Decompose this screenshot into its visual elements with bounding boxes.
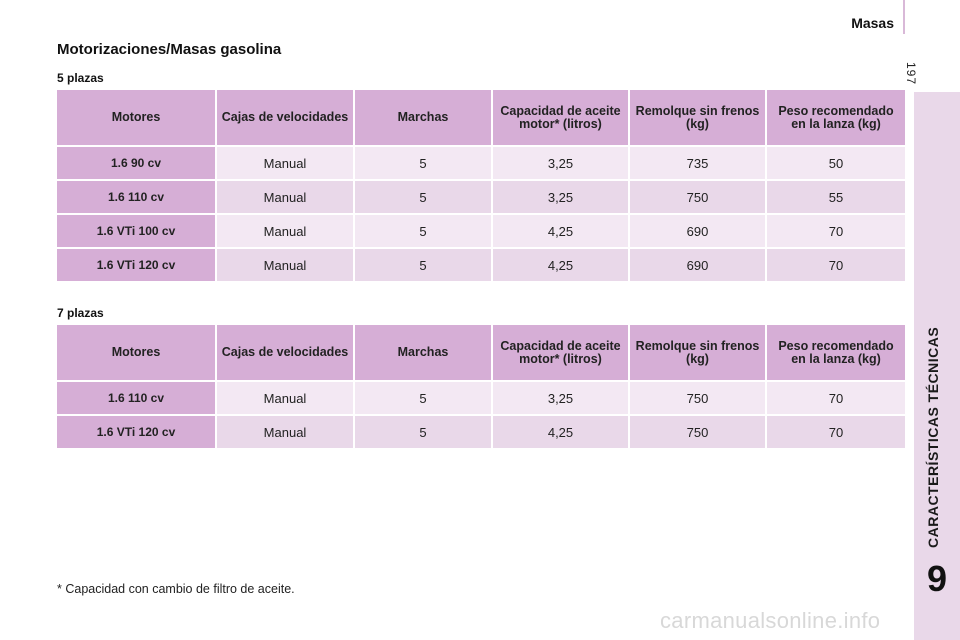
- table-row: 1.6 90 cv Manual 5 3,25 735 50: [57, 147, 905, 181]
- table-cell: Manual: [217, 249, 355, 283]
- col-header-remolque: Remolque sin frenos (kg): [630, 90, 767, 147]
- table-cell: 50: [767, 147, 905, 181]
- motor-cell: 1.6 VTi 120 cv: [57, 249, 217, 283]
- table-cell: 70: [767, 382, 905, 416]
- table-5-seats: Motores Cajas de velocidades Marchas Cap…: [57, 90, 905, 283]
- chapter-number-box: [914, 555, 960, 605]
- motor-cell: 1.6 VTi 100 cv: [57, 215, 217, 249]
- col-header-peso: Peso recomendado en la lanza (kg): [767, 90, 905, 147]
- table-cell: 5: [355, 249, 493, 283]
- motor-cell: 1.6 110 cv: [57, 382, 217, 416]
- table-row: 1.6 VTi 120 cv Manual 5 4,25 750 70: [57, 416, 905, 450]
- table-cell: 5: [355, 147, 493, 181]
- col-header-cajas: Cajas de velocidades: [217, 90, 355, 147]
- motor-cell: 1.6 110 cv: [57, 181, 217, 215]
- table-cell: 750: [630, 382, 767, 416]
- table-cell: Manual: [217, 416, 355, 450]
- table-5-seats-label: 5 plazas: [57, 71, 104, 85]
- table-row: 1.6 VTi 100 cv Manual 5 4,25 690 70: [57, 215, 905, 249]
- table-cell: 5: [355, 215, 493, 249]
- table-row: 1.6 110 cv Manual 5 3,25 750 55: [57, 181, 905, 215]
- motor-cell: 1.6 90 cv: [57, 147, 217, 181]
- col-header-motores: Motores: [57, 325, 217, 382]
- table-cell: Manual: [217, 215, 355, 249]
- chapter-sidebar: [914, 92, 960, 640]
- table-cell: Manual: [217, 147, 355, 181]
- col-header-aceite: Capacidad de aceite motor* (litros): [493, 90, 630, 147]
- table-cell: 3,25: [493, 147, 630, 181]
- chapter-title: CARACTERÍSTICAS TÉCNICAS: [925, 326, 941, 548]
- chapter-number: 9: [926, 558, 948, 599]
- table-cell: 690: [630, 249, 767, 283]
- table-cell: 750: [630, 416, 767, 450]
- running-header: Masas: [851, 15, 894, 31]
- table-7-seats: Motores Cajas de velocidades Marchas Cap…: [57, 325, 905, 450]
- watermark: carmanualsonline.info: [660, 608, 881, 633]
- table-7-seats-label: 7 plazas: [57, 306, 104, 320]
- col-header-peso: Peso recomendado en la lanza (kg): [767, 325, 905, 382]
- table-cell: 70: [767, 215, 905, 249]
- col-header-marchas: Marchas: [355, 90, 493, 147]
- table-cell: 750: [630, 181, 767, 215]
- table-cell: 5: [355, 181, 493, 215]
- page-title: Motorizaciones/Masas gasolina: [57, 41, 282, 58]
- table-cell: 4,25: [493, 416, 630, 450]
- table-row: 1.6 110 cv Manual 5 3,25 750 70: [57, 382, 905, 416]
- table-cell: Manual: [217, 181, 355, 215]
- table-cell: 3,25: [493, 181, 630, 215]
- table-row: 1.6 VTi 120 cv Manual 5 4,25 690 70: [57, 249, 905, 283]
- col-header-aceite: Capacidad de aceite motor* (litros): [493, 325, 630, 382]
- table-cell: 4,25: [493, 215, 630, 249]
- table-cell: 690: [630, 215, 767, 249]
- page-number: 197: [904, 62, 918, 86]
- footnote: * Capacidad con cambio de filtro de acei…: [57, 582, 295, 596]
- header-divider: [903, 0, 905, 34]
- col-header-cajas: Cajas de velocidades: [217, 325, 355, 382]
- motor-cell: 1.6 VTi 120 cv: [57, 416, 217, 450]
- table-cell: 4,25: [493, 249, 630, 283]
- table-cell: 5: [355, 382, 493, 416]
- table-cell: 55: [767, 181, 905, 215]
- col-header-marchas: Marchas: [355, 325, 493, 382]
- table-cell: Manual: [217, 382, 355, 416]
- table-cell: 70: [767, 249, 905, 283]
- table-cell: 3,25: [493, 382, 630, 416]
- table-cell: 5: [355, 416, 493, 450]
- table-cell: 735: [630, 147, 767, 181]
- table-cell: 70: [767, 416, 905, 450]
- col-header-motores: Motores: [57, 90, 217, 147]
- col-header-remolque: Remolque sin frenos (kg): [630, 325, 767, 382]
